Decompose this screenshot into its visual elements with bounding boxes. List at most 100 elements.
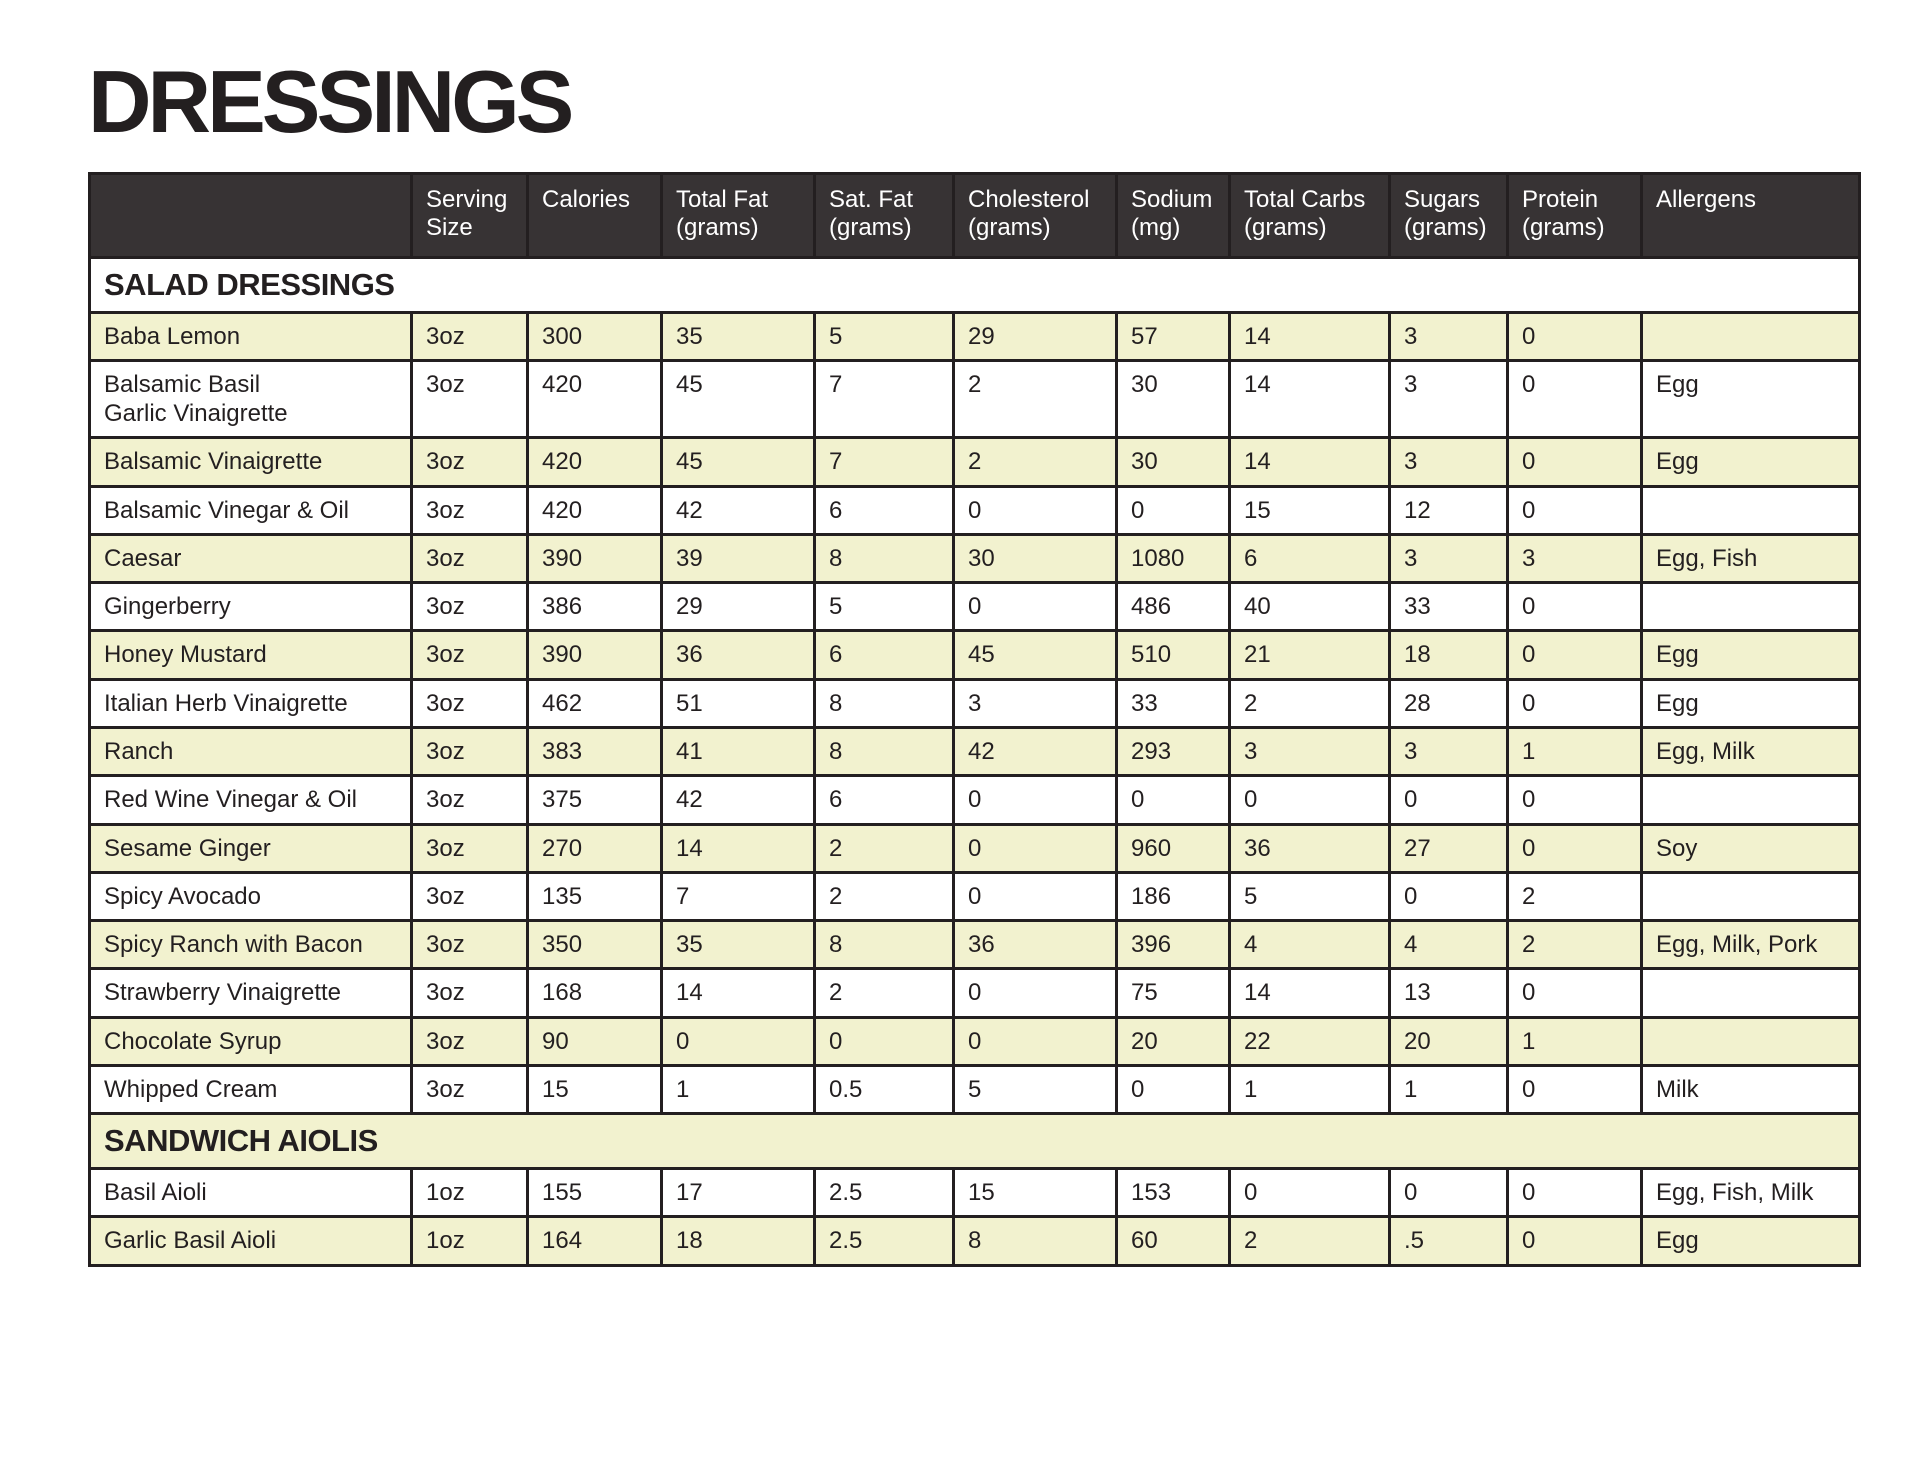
column-header: Calories: [526, 172, 663, 259]
table-cell: 30: [952, 532, 1118, 585]
table-cell: 13: [1388, 967, 1509, 1019]
table-cell: 18: [660, 1215, 816, 1267]
table-cell: 3: [1506, 532, 1643, 585]
table-cell: 0: [1506, 677, 1643, 730]
table-cell: 60: [1115, 1215, 1231, 1267]
table-cell: 15: [1228, 484, 1391, 536]
table-cell: 300: [526, 310, 663, 362]
row-name: Ranch: [88, 726, 413, 778]
table-cell: Milk: [1640, 1063, 1861, 1116]
table-cell: 33: [1388, 581, 1509, 633]
row-name: Whipped Cream: [88, 1063, 413, 1116]
table-cell: 2: [1228, 1215, 1391, 1267]
table-row: Caesar 3oz 390 39 8 30 1080 6 3 3 Egg, Fish: [88, 532, 1861, 585]
table-cell: [1640, 774, 1861, 826]
table-cell: 14: [1228, 436, 1391, 488]
column-header: [88, 172, 413, 259]
table-cell: 155: [526, 1167, 663, 1219]
table-row: Gingerberry 3oz 386 29 5 0 486 40 33 0: [88, 581, 1861, 633]
table-cell: 293: [1115, 726, 1231, 778]
table-cell: 1: [1388, 1063, 1509, 1116]
table-cell: 3: [1388, 310, 1509, 362]
column-header: Total Carbs (grams): [1228, 172, 1391, 259]
row-name: Garlic Basil Aioli: [88, 1215, 413, 1267]
table-cell: 0: [952, 774, 1118, 826]
table-cell: 3oz: [410, 822, 529, 874]
table-cell: 0: [1115, 774, 1231, 826]
table-cell: 420: [526, 436, 663, 488]
table-cell: 5: [1228, 870, 1391, 923]
table-cell: 1080: [1115, 532, 1231, 585]
table-row: Spicy Ranch with Bacon 3oz 350 35 8 36 396 4 4 2 E…: [88, 919, 1861, 971]
table-cell: 3oz: [410, 532, 529, 585]
table-cell: 8: [813, 919, 955, 971]
table-cell: 15: [952, 1167, 1118, 1219]
table-cell: 51: [660, 677, 816, 730]
table-cell: 20: [1388, 1015, 1509, 1067]
table-row: Strawberry Vinaigrette 3oz 168 14 2 0 75 14 13 0: [88, 967, 1861, 1019]
table-row: Baba Lemon 3oz 300 35 5 29 57 14 3 0: [88, 310, 1861, 362]
table-cell: 3oz: [410, 870, 529, 923]
table-cell: 18: [1388, 629, 1509, 681]
row-name: Spicy Ranch with Bacon: [88, 919, 413, 971]
table-cell: 3: [1388, 358, 1509, 440]
table-cell: 42: [660, 774, 816, 826]
table-cell: 14: [1228, 967, 1391, 1019]
table-cell: 0: [1506, 967, 1643, 1019]
table-cell: 42: [952, 726, 1118, 778]
table-cell: 20: [1115, 1015, 1231, 1067]
table-cell: 270: [526, 822, 663, 874]
table-header: Serving Size Calories Total Fat (grams) Sat…: [88, 172, 1861, 259]
row-name: Spicy Avocado: [88, 870, 413, 923]
table-cell: 3oz: [410, 677, 529, 730]
table-cell: 2: [952, 436, 1118, 488]
row-name: Italian Herb Vinaigrette: [88, 677, 413, 730]
table-cell: 7: [660, 870, 816, 923]
table-cell: 4: [1228, 919, 1391, 971]
table-cell: 0: [1506, 774, 1643, 826]
header-row: Serving Size Calories Total Fat (grams) Sat…: [88, 172, 1861, 259]
table-cell: 36: [660, 629, 816, 681]
table-cell: 420: [526, 484, 663, 536]
table-cell: Egg, Milk, Pork: [1640, 919, 1861, 971]
table-cell: 486: [1115, 581, 1231, 633]
table-row: Balsamic Vinegar & Oil 3oz 420 42 6 0 0 15 12 0: [88, 484, 1861, 536]
table-cell: 5: [813, 310, 955, 362]
table-cell: 0: [952, 581, 1118, 633]
table-cell: 0: [1506, 581, 1643, 633]
table-cell: 90: [526, 1015, 663, 1067]
table-cell: 30: [1115, 436, 1231, 488]
table-row: Italian Herb Vinaigrette 3oz 462 51 8 3 33 2 28 0…: [88, 677, 1861, 730]
table-cell: 462: [526, 677, 663, 730]
table-cell: 17: [660, 1167, 816, 1219]
row-name: Balsamic Basil Garlic Vinaigrette: [88, 358, 413, 440]
table-cell: 0.5: [813, 1063, 955, 1116]
row-name: Balsamic Vinegar & Oil: [88, 484, 413, 536]
table-row: Honey Mustard 3oz 390 36 6 45 510 21 18 0 Egg: [88, 629, 1861, 681]
table-cell: 3oz: [410, 726, 529, 778]
table-cell: 2.5: [813, 1167, 955, 1219]
section-header-row: SALAD DRESSINGS: [88, 255, 1861, 314]
section-header: SANDWICH AIOLIS: [88, 1112, 1861, 1171]
table-cell: Egg: [1640, 358, 1861, 440]
table-cell: Egg: [1640, 629, 1861, 681]
table-cell: 45: [660, 436, 816, 488]
table-cell: 1oz: [410, 1167, 529, 1219]
column-header: Sugars (grams): [1388, 172, 1509, 259]
table-row: Garlic Basil Aioli 1oz 164 18 2.5 8 60 2.5 0 Egg: [88, 1215, 1861, 1267]
table-cell: 21: [1228, 629, 1391, 681]
table-cell: 0: [952, 484, 1118, 536]
table-cell: 3oz: [410, 310, 529, 362]
table-cell: 960: [1115, 822, 1231, 874]
table-row: Chocolate Syrup 3oz 90 0 0 0 20 22 20 1: [88, 1015, 1861, 1067]
column-header: Total Fat (grams): [660, 172, 816, 259]
table-cell: 6: [813, 629, 955, 681]
column-header: Allergens: [1640, 172, 1861, 259]
table-cell: 3oz: [410, 1063, 529, 1116]
column-header: Serving Size: [410, 172, 529, 259]
column-header: Protein (grams): [1506, 172, 1643, 259]
table-cell: 1oz: [410, 1215, 529, 1267]
table-cell: 2: [952, 358, 1118, 440]
table-cell: 35: [660, 919, 816, 971]
table-row: Sesame Ginger 3oz 270 14 2 0 960 36 27 0 Soy: [88, 822, 1861, 874]
